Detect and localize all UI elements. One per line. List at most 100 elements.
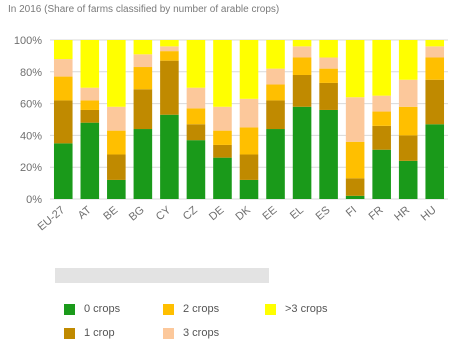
bar-segment[interactable] [160, 114, 179, 199]
x-axis: EU-27 AT BE BG CY CZ DE DK EE EL ES FI FR HR HU [36, 204, 439, 234]
bar-segment[interactable] [319, 109, 338, 199]
bar-segment[interactable] [53, 143, 73, 199]
bar-segment[interactable] [345, 178, 365, 196]
bar-segment[interactable] [239, 40, 259, 99]
y-tick-label: 60% [20, 99, 42, 111]
bar-segment[interactable] [266, 40, 285, 69]
bar-segment[interactable] [266, 129, 285, 199]
bar-segment[interactable] [133, 129, 153, 199]
bar-segment[interactable] [80, 87, 100, 101]
legend-label-1-crop: 1 crop [84, 327, 115, 339]
bar-segment[interactable] [372, 111, 391, 126]
bar-segment[interactable] [425, 40, 445, 47]
bar-segment[interactable] [266, 100, 285, 130]
bar-segment[interactable] [80, 122, 100, 199]
bar-segment[interactable] [398, 40, 418, 80]
bar-segment[interactable] [319, 57, 338, 69]
bar-segment[interactable] [53, 40, 73, 60]
y-axis: 0% 20% 40% 60% 80% 100% [14, 35, 42, 206]
x-tick-label: CY [154, 204, 174, 223]
bar-segment[interactable] [160, 51, 179, 61]
bar-segment[interactable] [133, 67, 153, 90]
bar-segment[interactable] [80, 109, 100, 123]
bar-segment[interactable] [80, 100, 100, 110]
chart-scrollbar[interactable] [55, 268, 269, 283]
bar-segment[interactable] [133, 89, 153, 130]
bar-segment[interactable] [319, 68, 338, 83]
bar-segment[interactable] [160, 46, 179, 52]
bar-segment[interactable] [107, 154, 126, 180]
bar-segment[interactable] [345, 40, 365, 98]
bar-segment[interactable] [345, 97, 365, 142]
bar-segment[interactable] [398, 135, 418, 161]
legend-item-more-than-3-crops[interactable]: >3 crops [265, 303, 328, 315]
legend-label-2-crops: 2 crops [183, 303, 220, 315]
bar-segment[interactable] [372, 95, 391, 112]
bar-segment[interactable] [292, 106, 312, 199]
bar-segment[interactable] [345, 141, 365, 179]
bar-segment[interactable] [133, 40, 153, 55]
bar-segment[interactable] [80, 40, 100, 88]
bar-segment[interactable] [160, 60, 179, 115]
bar-segment[interactable] [398, 106, 418, 136]
bar-segment[interactable] [107, 40, 126, 107]
bar-segment[interactable] [398, 160, 418, 199]
bar-segment[interactable] [398, 79, 418, 107]
bar-segment[interactable] [372, 40, 391, 96]
bar-segment[interactable] [292, 74, 312, 107]
bar-segment[interactable] [292, 46, 312, 58]
bar-segment[interactable] [239, 179, 259, 199]
bar-segment[interactable] [107, 106, 126, 131]
chart-title: In 2016 (Share of farms classified by nu… [8, 4, 280, 15]
x-tick-label: EE [260, 204, 279, 223]
bar-segment[interactable] [213, 106, 232, 131]
bar-segment[interactable] [213, 144, 232, 158]
bar-segment[interactable] [372, 149, 391, 199]
bar-segment[interactable] [213, 130, 232, 145]
stacked-bar-chart: 0% 20% 40% 60% 80% 100% EU-27 AT BE BG CY CZ DE DK EE… [14, 35, 448, 234]
legend-item-0-crops[interactable]: 0 crops [64, 303, 120, 315]
legend-swatch-more-than-3-crops [265, 303, 276, 315]
bar-segment[interactable] [186, 140, 206, 199]
x-tick-label: BG [127, 204, 147, 223]
bar-segment[interactable] [425, 124, 445, 199]
bar-segment[interactable] [186, 108, 206, 125]
bar-segment[interactable] [239, 127, 259, 155]
bar-segment[interactable] [53, 100, 73, 144]
x-tick-label: AT [76, 204, 94, 222]
x-tick-label: HU [419, 204, 439, 223]
bar-segment[interactable] [186, 124, 206, 141]
bar-segment[interactable] [107, 130, 126, 155]
bar-segment[interactable] [107, 179, 126, 199]
bar-segment[interactable] [425, 46, 445, 58]
x-tick-label: DE [207, 204, 226, 223]
bar-segment[interactable] [133, 54, 153, 68]
x-tick-label: FI [344, 204, 359, 219]
x-tick-label: EU-27 [36, 204, 68, 233]
legend-item-1-crop[interactable]: 1 crop [64, 327, 115, 339]
bar-segment[interactable] [425, 57, 445, 80]
bar-segment[interactable] [53, 59, 73, 77]
bar-segment[interactable] [292, 40, 312, 47]
bar-segment[interactable] [186, 40, 206, 88]
bar-segment[interactable] [239, 154, 259, 180]
bar-segment[interactable] [213, 157, 232, 199]
legend-swatch-3-crops [163, 327, 174, 339]
legend-item-3-crops[interactable]: 3 crops [163, 327, 219, 339]
bar-segment[interactable] [213, 40, 232, 107]
bar-segment[interactable] [266, 68, 285, 85]
bar-segment[interactable] [345, 195, 365, 199]
bar-segment[interactable] [53, 76, 73, 101]
bar-segment[interactable] [239, 98, 259, 128]
x-tick-label: DK [234, 204, 254, 223]
bar-segment[interactable] [372, 125, 391, 150]
bar-segment[interactable] [425, 79, 445, 125]
bar-segment[interactable] [160, 40, 179, 47]
bar-segment[interactable] [292, 57, 312, 75]
bar-segment[interactable] [266, 84, 285, 101]
bar-segment[interactable] [319, 40, 338, 58]
bar-segment[interactable] [186, 87, 206, 109]
legend-item-2-crops[interactable]: 2 crops [163, 303, 219, 315]
x-tick-label: HR [392, 204, 412, 223]
bar-segment[interactable] [319, 82, 338, 110]
